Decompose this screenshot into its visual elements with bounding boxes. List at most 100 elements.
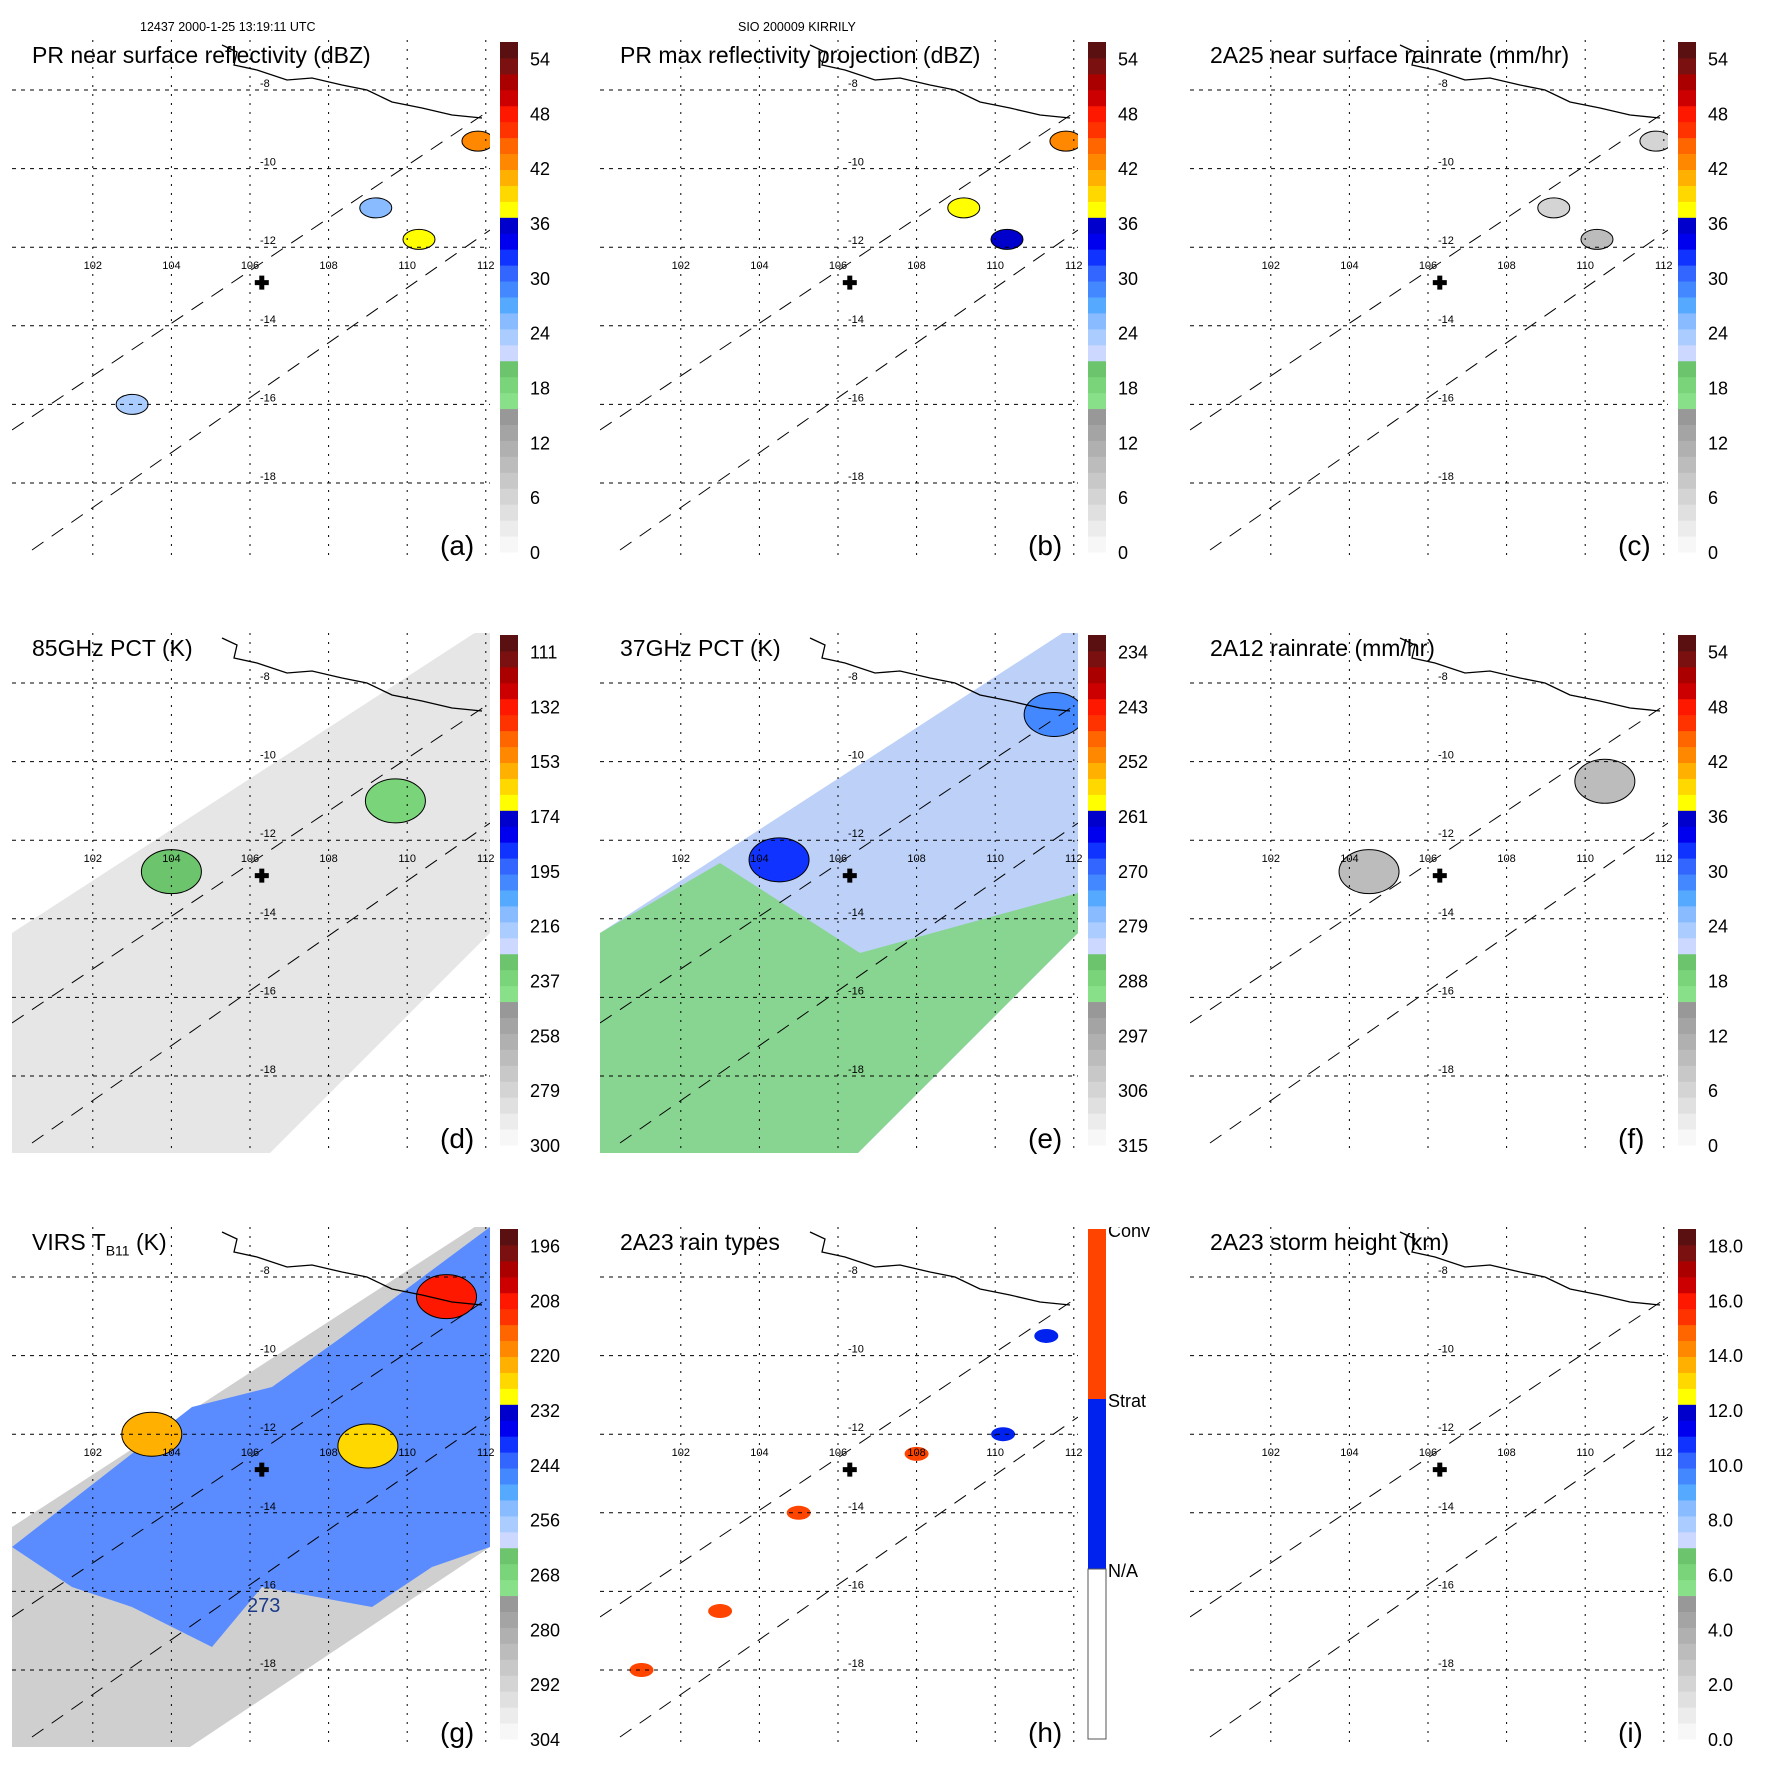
panel-g: 102 104 106 108 110 112 -8 -10 -12 -14 -16 -18 273 30… [12,1227,592,1787]
colorbar-swatch [1678,1547,1696,1565]
panel-h: 102 104 106 108 110 112 -8 -10 -12 -14 -16 -18 Conv S… [600,1227,1180,1787]
colorbar-swatch [1678,185,1696,202]
colorbar-swatch [500,1468,518,1485]
pr-swath-edge [619,822,1078,1144]
colorbar-tick-label: 12 [1708,433,1728,453]
colorbar-swatch [1678,105,1696,123]
lat-tick-label: -16 [1438,985,1454,997]
lon-tick-label: 104 [1340,260,1358,272]
colorbar-swatch [1088,520,1106,537]
colorbar-swatch [1088,650,1106,668]
lat-tick-label: -16 [260,985,276,997]
colorbar-swatch [500,635,518,652]
colorbar-swatch [1678,1372,1696,1389]
colorbar-swatch [500,1388,518,1405]
lat-tick-label: -14 [1438,907,1454,919]
colorbar-swatch [500,424,518,441]
colorbar-swatch [1678,1308,1696,1326]
colorbar-tick-label: 174 [530,807,560,827]
colorbar-swatch [500,408,518,425]
colorbar-swatch [500,921,518,939]
lat-tick-label: -8 [260,671,270,683]
colorbar-tick-label: 315 [1118,1136,1148,1156]
pr-swath-edge [1209,229,1668,551]
colorbar-swatch [500,153,518,170]
colorbar-swatch [1678,778,1696,795]
coastline [809,44,1071,119]
colorbar-swatch [500,1627,518,1644]
lon-tick-label: 106 [829,1447,847,1459]
colorbar-tick-label: 243 [1118,697,1148,717]
colorbar-tick-label: 54 [1118,49,1138,69]
colorbar-swatch [1678,794,1696,811]
storm-id-header: SIO 200009 KIRRILY [738,20,856,34]
lat-tick-label: -18 [1438,1658,1454,1670]
colorbar-swatch [1088,392,1106,410]
colorbar-swatch [1088,440,1106,457]
colorbar-tick-label: 195 [530,862,560,882]
map-h: 102 104 106 108 110 112 -8 -10 -12 -14 -16 -18 Conv S… [600,1227,1150,1747]
lon-tick-label: 110 [398,1447,416,1459]
colorbar-swatch [1678,937,1696,955]
colorbar-segment-conv [1088,1229,1106,1399]
pr-swath-edge [31,1416,490,1738]
colorbar-tick-label: 261 [1118,807,1148,827]
data-cell [1049,130,1078,152]
colorbar-swatch [1088,312,1106,330]
colorbar-swatch [1088,746,1106,763]
panel-title: 2A23 storm height (km) [1210,1229,1449,1256]
colorbar-tick-label: 48 [1708,697,1728,717]
colorbar-swatch [500,1611,518,1628]
lat-tick-label: -16 [848,1579,864,1591]
panel-title-text: 2A23 rain types [620,1229,780,1255]
colorbar-swatch [1678,504,1696,521]
colorbar-swatch [1088,905,1106,923]
pr-swath-edge [1209,1416,1668,1738]
lat-tick-label: -16 [848,985,864,997]
lat-tick-label: -12 [1438,1422,1454,1434]
colorbar-swatch [1678,714,1696,732]
colorbar-swatch [1678,312,1696,330]
storm-center-plus-icon [1432,868,1447,883]
colorbar-swatch [1678,1579,1696,1597]
colorbar-swatch [500,376,518,394]
colorbar-tick-label: 234 [1118,642,1148,662]
colorbar-swatch [1678,969,1696,987]
colorbar-swatch [500,1531,518,1549]
colorbar-category-label: Strat [1108,1391,1146,1411]
lon-tick-label: 110 [398,260,416,272]
colorbar-swatch [1678,488,1696,505]
colorbar-tick-label: 0 [1118,543,1128,563]
colorbar-swatch [500,650,518,668]
panel-title-text: 2A23 storm height (km) [1210,1229,1450,1255]
panel-letter-label: (i) [1618,1717,1643,1748]
colorbar-swatch [1088,874,1106,891]
colorbar-swatch [500,536,518,553]
lon-tick-label: 106 [829,260,847,272]
colorbar-swatch [500,472,518,489]
colorbar-swatch [500,1707,518,1724]
colorbar-swatch [1088,666,1106,684]
rain-type-cell-strat [1034,1328,1059,1343]
colorbar-swatch [1678,57,1696,75]
lon-tick-label: 108 [319,853,337,865]
colorbar-swatch [1678,1324,1696,1342]
colorbar-swatch [500,746,518,763]
colorbar-tick-label: 8.0 [1708,1511,1733,1531]
panel-letter-label: (h) [1028,1717,1063,1748]
lon-tick-label: 110 [1576,1447,1594,1459]
panel-title: 37GHz PCT (K) [620,635,781,662]
colorbar-swatch [500,858,518,875]
colorbar-swatch [500,73,518,91]
colorbar-segment-na [1087,1568,1107,1740]
colorbar-swatch [500,937,518,955]
colorbar-swatch [1678,1436,1696,1453]
colorbar-swatch [500,1229,518,1246]
panel-title: VIRS TB11 (K) [32,1229,167,1259]
map-e: 102 104 106 108 110 112 -8 -10 -12 -14 -16 -18 315 30… [600,633,1148,1156]
lon-tick-label: 110 [1576,260,1594,272]
coastline [221,44,483,119]
colorbar-swatch [500,794,518,811]
colorbar-swatch [1678,1081,1696,1098]
lat-tick-label: -10 [260,750,276,762]
